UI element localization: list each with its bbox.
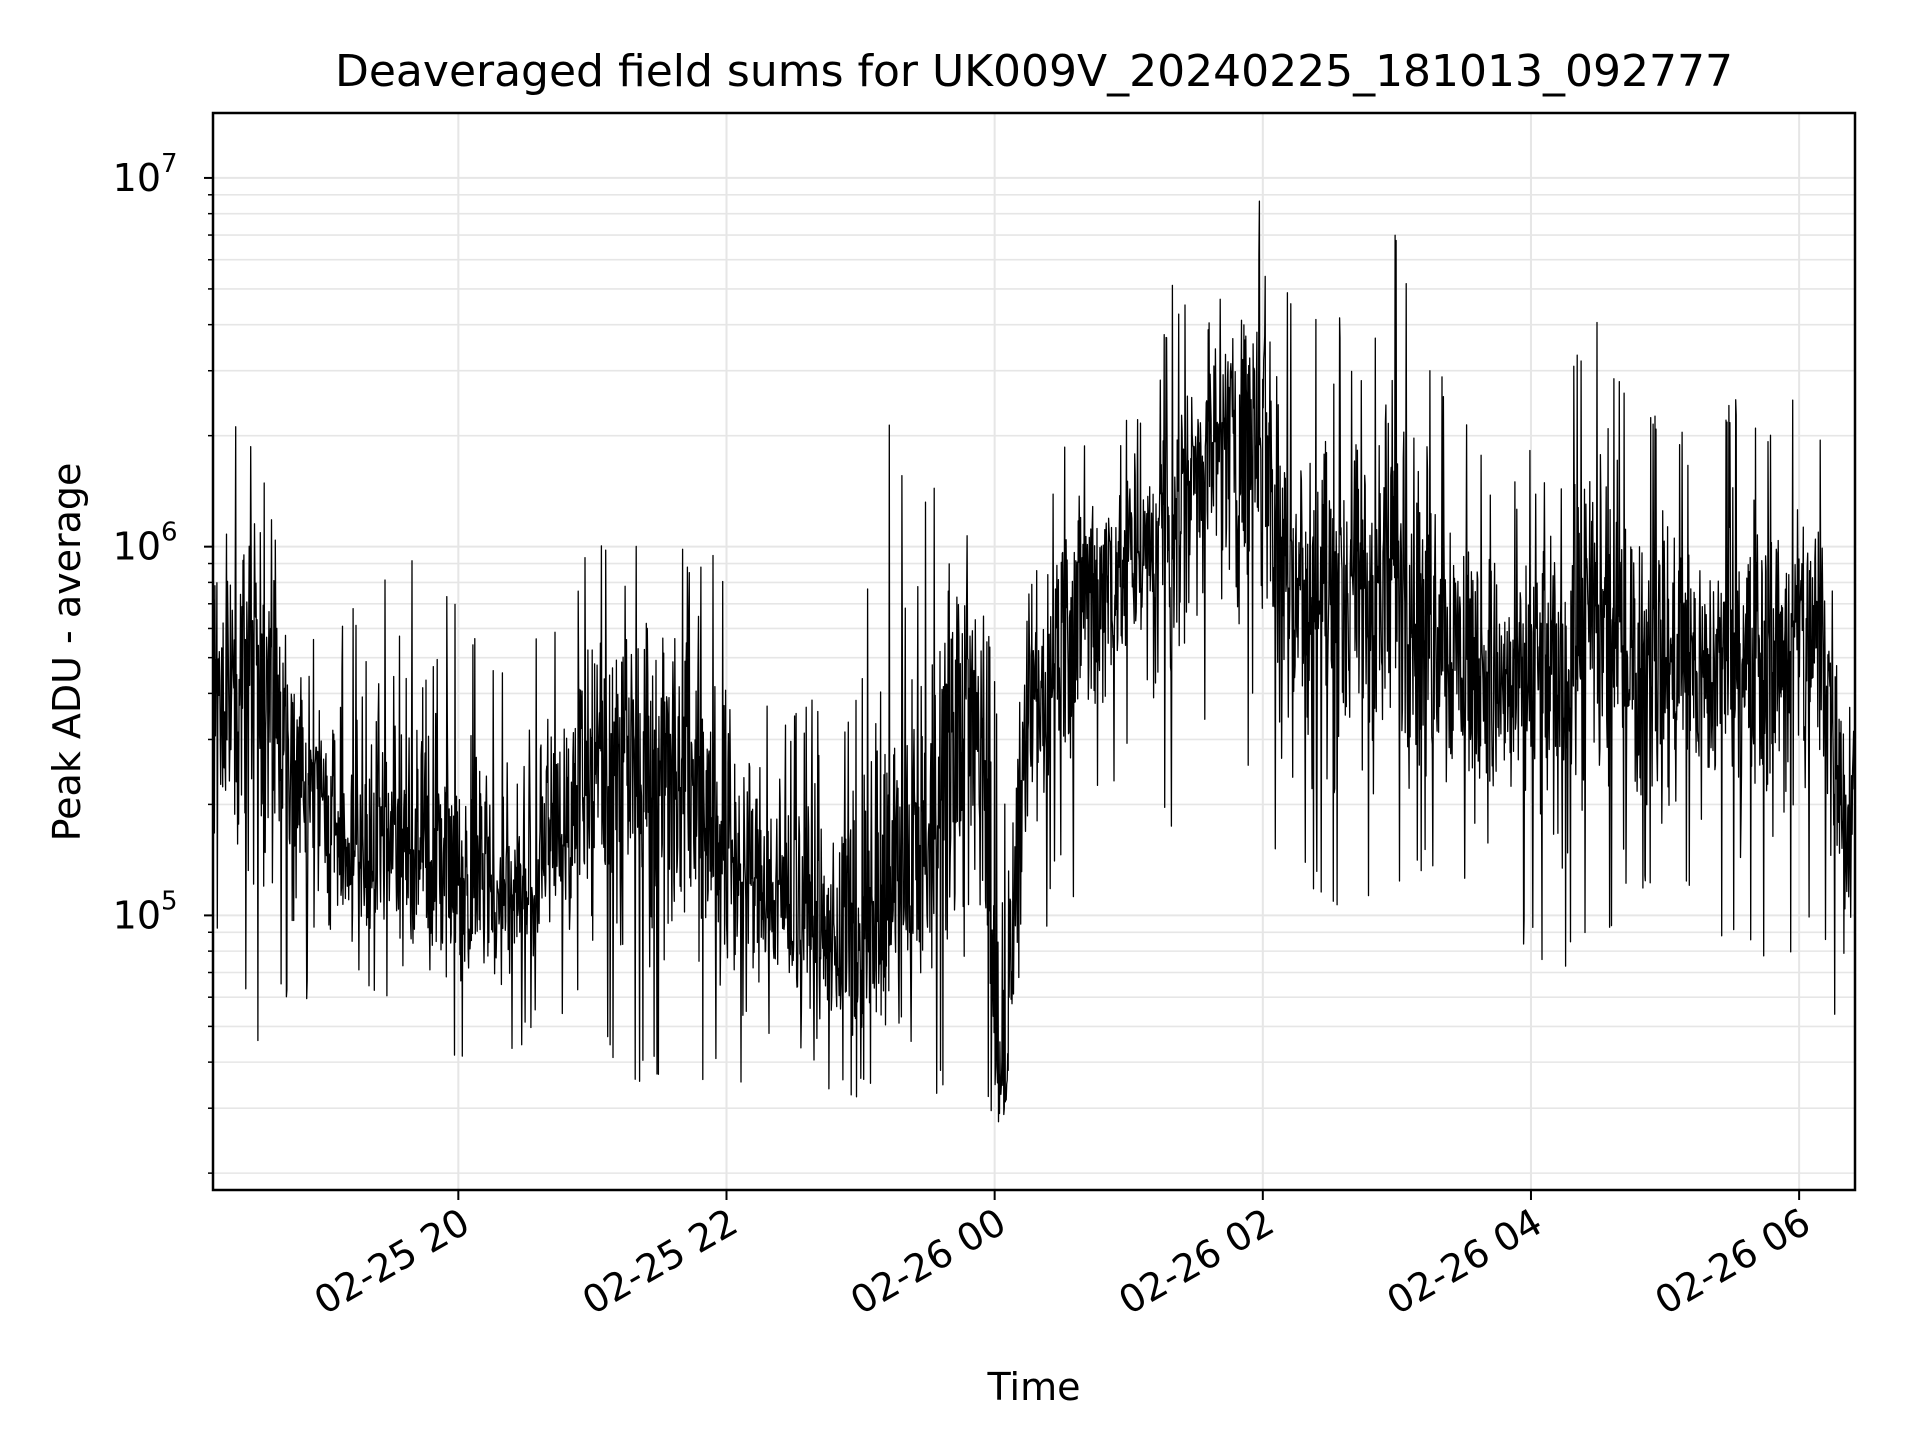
x-axis-label: Time (987, 1365, 1081, 1409)
y-tick-base: 10 (113, 156, 161, 200)
y-tick-exponent: 5 (161, 886, 178, 916)
y-tick-label: 10 (113, 525, 161, 569)
plot-frame (211, 111, 1857, 1192)
y-tick-label: 10 (113, 893, 161, 937)
series-line (212, 200, 1856, 1123)
data-line (212, 200, 1856, 1123)
y-tick-exponent: 7 (161, 149, 178, 179)
y-tick-exponent: 6 (161, 518, 178, 548)
y-tick-base: 10 (113, 893, 161, 937)
y-tick-label: 10 (113, 156, 161, 200)
chart-title: Deaveraged field sums for UK009V_2024022… (335, 46, 1733, 97)
y-tick-base: 10 (113, 525, 161, 569)
y-axis-label: Peak ADU - average (45, 463, 89, 842)
